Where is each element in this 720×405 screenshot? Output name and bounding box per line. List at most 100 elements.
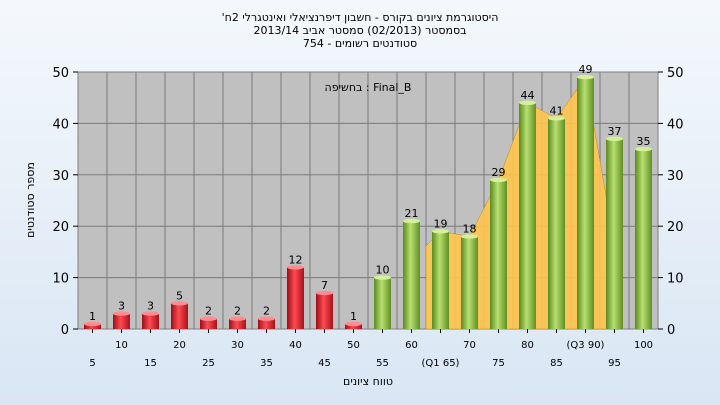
y-tick-label-right: 0 bbox=[667, 323, 675, 338]
bar-cap bbox=[200, 316, 217, 321]
x-tick-label: 75 bbox=[492, 358, 505, 369]
bar-Q165 bbox=[432, 231, 449, 329]
y-tick-label-left: 40 bbox=[52, 117, 69, 132]
bar-cap bbox=[171, 301, 188, 306]
bar-15 bbox=[142, 313, 159, 329]
bar-35 bbox=[258, 318, 275, 329]
x-tick-label: 80 bbox=[521, 340, 534, 351]
bar-70 bbox=[461, 236, 478, 329]
bar-cap bbox=[606, 136, 623, 141]
x-tick-label: 45 bbox=[318, 358, 331, 369]
x-tick-label: 40 bbox=[289, 340, 302, 351]
y-tick-label-right: 10 bbox=[667, 272, 684, 287]
x-tick-label: 85 bbox=[550, 358, 563, 369]
data-label: 3 bbox=[118, 300, 125, 313]
x-axis: 5 10 15 20 25 30 35 40 45 50 55 60 (Q1 65)70 75 80 85 (Q… bbox=[89, 329, 653, 369]
x-tick-label: 95 bbox=[608, 358, 621, 369]
x-tick-label: 55 bbox=[376, 358, 389, 369]
y-axis-left: 0 10 20 30 40 50 bbox=[52, 66, 78, 338]
x-tick-label: 10 bbox=[115, 340, 128, 351]
x-tick-label: 5 bbox=[89, 358, 95, 369]
y-axis-label: מספר סטודנטים bbox=[24, 162, 37, 238]
bar-cap bbox=[461, 234, 478, 239]
x-tick-label: 100 bbox=[634, 340, 653, 351]
bar-cap bbox=[577, 74, 594, 80]
bar-85 bbox=[548, 118, 565, 329]
y-tick-label-right: 40 bbox=[667, 117, 684, 132]
bar-20 bbox=[171, 303, 188, 329]
data-label: 12 bbox=[289, 253, 303, 266]
x-tick-label: 20 bbox=[173, 340, 186, 351]
bar-Q390 bbox=[577, 77, 594, 329]
x-tick-label: (Q3 90) bbox=[567, 340, 605, 351]
y-tick-label-right: 30 bbox=[667, 169, 684, 184]
data-label: 44 bbox=[521, 89, 535, 102]
bar-cap bbox=[403, 218, 420, 224]
chart-title-line-2: בסמסטר (02/2013) סמסטר אביב 2013/14 bbox=[253, 24, 466, 37]
bar-75 bbox=[490, 179, 507, 329]
x-tick-label: 30 bbox=[231, 340, 244, 351]
data-label: 37 bbox=[608, 125, 622, 138]
bar-cap bbox=[490, 177, 507, 183]
bar-55 bbox=[374, 277, 391, 329]
data-label: 2 bbox=[234, 305, 241, 318]
data-label: 29 bbox=[492, 166, 506, 179]
bar-cap bbox=[287, 265, 304, 270]
x-tick-label: 70 bbox=[463, 340, 476, 351]
bar-cap bbox=[374, 275, 391, 280]
chart-title-line-3: סטודנטים רשומים - 754 bbox=[303, 37, 417, 50]
bar-cap bbox=[432, 229, 449, 234]
bar-cap bbox=[345, 321, 362, 327]
bar-80 bbox=[519, 102, 536, 329]
x-tick-label: 15 bbox=[144, 358, 157, 369]
bar-cap bbox=[113, 311, 130, 316]
x-tick-label: 50 bbox=[347, 340, 360, 351]
y-tick-label-right: 20 bbox=[667, 220, 684, 235]
bar-cap bbox=[519, 100, 536, 106]
x-tick-label: 25 bbox=[202, 358, 215, 369]
bar-cap bbox=[229, 316, 246, 321]
data-label: 7 bbox=[321, 279, 328, 292]
data-label: 5 bbox=[176, 289, 183, 302]
y-tick-label-right: 50 bbox=[667, 66, 684, 81]
y-tick-label-left: 50 bbox=[52, 66, 69, 81]
chart-annotation: בחשיפה : Final_B bbox=[325, 81, 412, 94]
bar-5 bbox=[84, 323, 101, 329]
bar-cap bbox=[316, 290, 333, 296]
data-label: 41 bbox=[550, 104, 564, 117]
bar-cap bbox=[635, 146, 652, 152]
x-axis-label: טווח ציונים bbox=[343, 375, 393, 388]
chart-title-line-1: 'היסטוגרמת ציונים בקורס - חשבון דיפרנציא… bbox=[222, 11, 499, 24]
data-label: 18 bbox=[463, 223, 477, 236]
data-label: 2 bbox=[263, 305, 270, 318]
bar-60 bbox=[403, 221, 420, 329]
data-label: 3 bbox=[147, 300, 154, 313]
data-label: 21 bbox=[405, 207, 419, 220]
data-label: 10 bbox=[376, 264, 390, 277]
y-tick-label-left: 30 bbox=[52, 169, 69, 184]
y-tick-label-left: 10 bbox=[52, 272, 69, 287]
y-axis-right: 0 10 20 30 40 50 bbox=[658, 66, 684, 338]
bar-10 bbox=[113, 313, 130, 329]
y-tick-label-left: 20 bbox=[52, 220, 69, 235]
bar-100 bbox=[635, 149, 652, 329]
x-tick-label: 60 bbox=[405, 340, 418, 351]
bar-30 bbox=[229, 318, 246, 329]
bar-cap bbox=[84, 321, 101, 327]
bar-40 bbox=[287, 267, 304, 329]
x-tick-label: (Q1 65) bbox=[422, 358, 460, 369]
data-label: 49 bbox=[579, 63, 593, 76]
bar-cap bbox=[142, 311, 159, 316]
bar-50 bbox=[345, 323, 362, 329]
data-label: 1 bbox=[350, 310, 357, 323]
data-label: 1 bbox=[89, 310, 96, 323]
bar-45 bbox=[316, 293, 333, 329]
y-tick-label-left: 0 bbox=[61, 323, 69, 338]
bar-cap bbox=[258, 316, 275, 321]
x-tick-label: 35 bbox=[260, 358, 273, 369]
data-label: 35 bbox=[637, 135, 651, 148]
bar-cap bbox=[548, 116, 565, 121]
